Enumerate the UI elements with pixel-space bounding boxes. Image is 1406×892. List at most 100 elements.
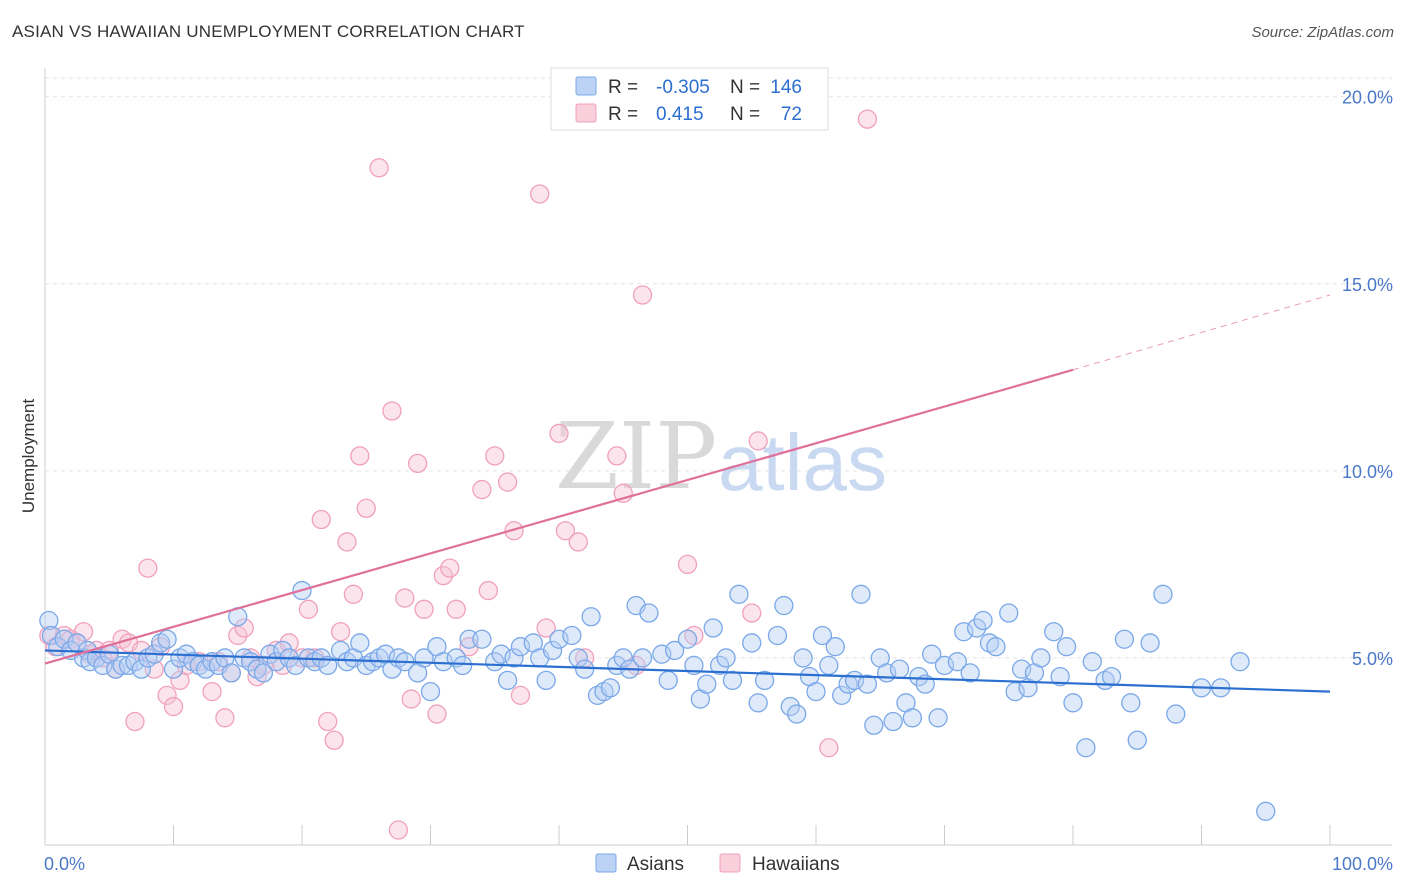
asian-point-38 bbox=[273, 640, 293, 661]
hawaiian-point-48 bbox=[388, 820, 409, 840]
legend-n-value-asians: 146 bbox=[770, 77, 802, 98]
y-tick-labels: 5.0% 10.0% 15.0% 20.0% bbox=[1342, 88, 1393, 669]
chart-title: ASIAN VS HAWAIIAN UNEMPLOYMENT CORRELATI… bbox=[12, 22, 525, 41]
hawaiian-point-23 bbox=[202, 681, 222, 702]
asian-point-126 bbox=[909, 666, 929, 687]
asian-point-153 bbox=[1121, 693, 1141, 713]
hawaiian-point-15 bbox=[138, 558, 158, 578]
hawaiian-point-45 bbox=[356, 498, 376, 518]
trend-line-asians bbox=[44, 649, 1331, 693]
asian-point-16 bbox=[131, 659, 152, 679]
legend-n-value-hawaiians: 72 bbox=[781, 104, 802, 125]
asian-point-69 bbox=[504, 648, 524, 668]
asian-point-135 bbox=[973, 610, 993, 631]
hawaiian-point-66 bbox=[549, 423, 569, 444]
asian-point-101 bbox=[742, 633, 762, 653]
legend-swatch-hawaiians bbox=[575, 103, 597, 123]
watermark: ZIP atlas bbox=[555, 403, 887, 510]
y-axis-label: Unemployment bbox=[19, 399, 38, 514]
legend-box bbox=[550, 67, 829, 131]
trend-line-hawaiians-extension bbox=[1072, 294, 1331, 371]
hawaiian-point-5 bbox=[73, 622, 94, 642]
asian-point-128 bbox=[922, 644, 942, 664]
x-tick-labels: 0.0% 100.0% bbox=[44, 854, 1393, 874]
hawaiian-point-74 bbox=[677, 554, 698, 575]
asian-point-149 bbox=[1082, 652, 1102, 672]
asian-point-145 bbox=[1050, 666, 1070, 687]
asian-point-144 bbox=[1044, 622, 1064, 642]
asian-point-90 bbox=[658, 670, 678, 691]
chart-source: Source: ZipAtlas.com bbox=[1251, 24, 1394, 41]
hawaiian-point-36 bbox=[298, 599, 319, 619]
hawaiian-point-79 bbox=[857, 109, 878, 129]
asian-point-111 bbox=[812, 625, 833, 646]
asian-point-114 bbox=[832, 685, 852, 705]
asian-point-0 bbox=[39, 610, 59, 631]
trend-line-hawaiians bbox=[44, 368, 1074, 665]
hawaiian-point-78 bbox=[819, 738, 839, 758]
legend-bottom-swatch-asians bbox=[595, 853, 617, 873]
hawaiian-point-73 bbox=[632, 285, 653, 305]
asian-point-143 bbox=[1031, 648, 1051, 668]
asian-point-100 bbox=[729, 584, 749, 604]
asian-point-113 bbox=[825, 637, 845, 657]
asian-point-59 bbox=[420, 681, 441, 702]
hawaiian-point-67 bbox=[555, 521, 576, 541]
asian-point-82 bbox=[600, 678, 621, 698]
asian-point-98 bbox=[716, 648, 736, 668]
legend-r-value-asians: -0.305 bbox=[656, 77, 710, 98]
asian-point-20 bbox=[157, 629, 177, 649]
hawaiian-point-41 bbox=[330, 622, 351, 642]
asian-point-148 bbox=[1076, 738, 1096, 758]
asian-point-91 bbox=[665, 640, 685, 661]
asian-point-30 bbox=[221, 663, 241, 683]
asian-point-122 bbox=[883, 711, 903, 732]
hawaiian-point-64 bbox=[530, 184, 550, 204]
asian-point-154 bbox=[1127, 730, 1147, 750]
asian-point-102 bbox=[748, 693, 768, 713]
hawaiian-point-58 bbox=[472, 479, 492, 500]
hawaiian-point-49 bbox=[395, 588, 415, 608]
hawaiian-point-56 bbox=[446, 599, 466, 619]
legend-series: Asians Hawaiians bbox=[595, 853, 840, 875]
hawaiian-point-13 bbox=[125, 711, 145, 732]
axes bbox=[44, 68, 1392, 846]
asian-point-138 bbox=[999, 603, 1019, 623]
asian-point-93 bbox=[684, 655, 704, 676]
asian-point-156 bbox=[1153, 584, 1173, 604]
hawaiian-point-27 bbox=[228, 625, 248, 646]
hawaiian-point-28 bbox=[234, 618, 254, 638]
legend-swatch-asians bbox=[575, 76, 597, 96]
asian-point-151 bbox=[1101, 666, 1122, 687]
grid-lines bbox=[45, 77, 1392, 659]
asian-point-104 bbox=[767, 625, 788, 646]
asian-point-65 bbox=[472, 629, 492, 649]
asian-point-99 bbox=[722, 670, 743, 691]
asian-point-49 bbox=[350, 633, 370, 653]
asian-point-157 bbox=[1166, 704, 1186, 724]
asian-point-107 bbox=[787, 704, 807, 724]
asian-point-21 bbox=[163, 659, 184, 679]
hawaiian-point-60 bbox=[485, 446, 505, 466]
asian-point-78 bbox=[575, 659, 595, 679]
asian-point-119 bbox=[864, 715, 884, 735]
hawaiian-point-65 bbox=[536, 618, 556, 638]
x-tick-label-0: 0.0% bbox=[44, 854, 85, 874]
asian-point-118 bbox=[857, 674, 878, 694]
hawaiian-point-51 bbox=[407, 453, 428, 474]
hawaiian-point-50 bbox=[401, 689, 421, 709]
hawaiian-point-25 bbox=[215, 708, 235, 728]
asian-point-160 bbox=[1230, 652, 1250, 672]
asian-point-117 bbox=[851, 584, 871, 604]
trend-lines bbox=[44, 294, 1331, 693]
hawaiian-point-34 bbox=[279, 633, 299, 653]
asian-point-96 bbox=[703, 618, 723, 638]
asian-point-88 bbox=[639, 603, 659, 623]
hawaiian-point-39 bbox=[318, 711, 338, 732]
hawaiian-point-61 bbox=[497, 472, 518, 492]
hawaiian-point-76 bbox=[742, 603, 762, 623]
hawaiian-point-19 bbox=[163, 696, 184, 717]
asian-point-133 bbox=[960, 663, 980, 683]
hawaiian-point-62 bbox=[504, 521, 524, 541]
x-tick-label-1: 100.0% bbox=[1332, 854, 1393, 874]
